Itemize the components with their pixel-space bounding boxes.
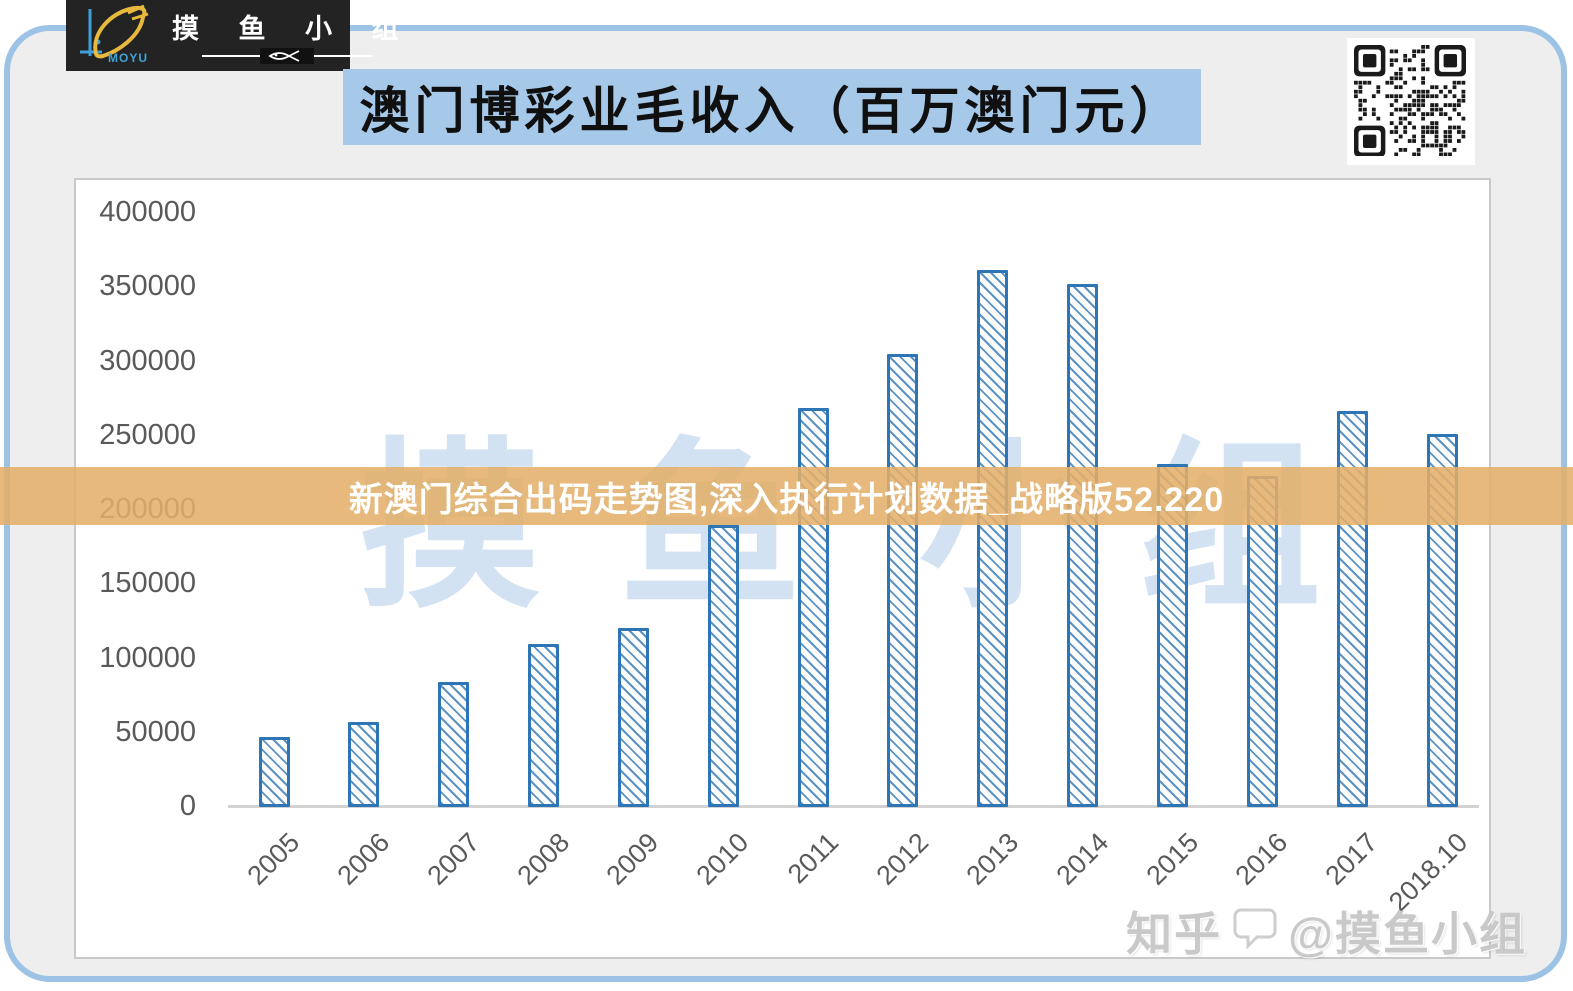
overlay-banner-text: 新澳门综合出码走势图,深入执行计划数据_战略版52.220: [348, 480, 1225, 519]
logo-divider: [202, 48, 373, 64]
qr-code: [1347, 38, 1475, 165]
bar-2016: [1247, 476, 1278, 807]
zhihu-bubble-icon: [1232, 903, 1278, 960]
fish-hook-icon: MOYU: [74, 4, 160, 67]
bar-2008: [528, 644, 559, 807]
page-title: 澳门博彩业毛收入（百万澳门元）: [359, 83, 1185, 139]
y-axis-tick-label: 50000: [115, 715, 196, 748]
bar-2012: [887, 354, 918, 807]
bar-2005: [259, 737, 290, 807]
y-axis-tick-label: 150000: [99, 567, 196, 600]
fish-icon: [260, 48, 315, 64]
x-axis-line: [228, 805, 1479, 808]
bar-2010: [708, 525, 739, 807]
zhihu-watermark-handle: @摸鱼小组: [1288, 908, 1527, 960]
y-axis-tick-label: 100000: [99, 641, 196, 674]
bar-2009: [618, 628, 649, 807]
bar-2007: [438, 682, 469, 807]
y-axis-tick-label: 0: [179, 790, 196, 822]
logo-brand-en: MOYU: [108, 51, 148, 65]
y-axis-tick-label: 350000: [99, 270, 196, 303]
overlay-banner: 新澳门综合出码走势图,深入执行计划数据_战略版52.220: [0, 467, 1573, 525]
y-axis-tick-label: 250000: [99, 418, 196, 451]
logo-brand-cn: 摸 鱼 小 组: [172, 14, 415, 44]
chart-title-bar: 澳门博彩业毛收入（百万澳门元）: [343, 69, 1201, 145]
bar-2006: [348, 722, 379, 807]
y-axis-tick-label: 300000: [99, 344, 196, 377]
zhihu-watermark-prefix: 知乎: [1126, 908, 1223, 960]
zhihu-watermark: 知乎 @摸鱼小组: [1126, 898, 1527, 964]
bar-2014: [1067, 284, 1098, 807]
moyu-logo: MOYU 摸 鱼 小 组: [66, 0, 399, 71]
y-axis-tick-label: 400000: [99, 196, 196, 228]
background-watermark-char: 摸: [359, 425, 541, 629]
bar-2013: [977, 270, 1008, 807]
